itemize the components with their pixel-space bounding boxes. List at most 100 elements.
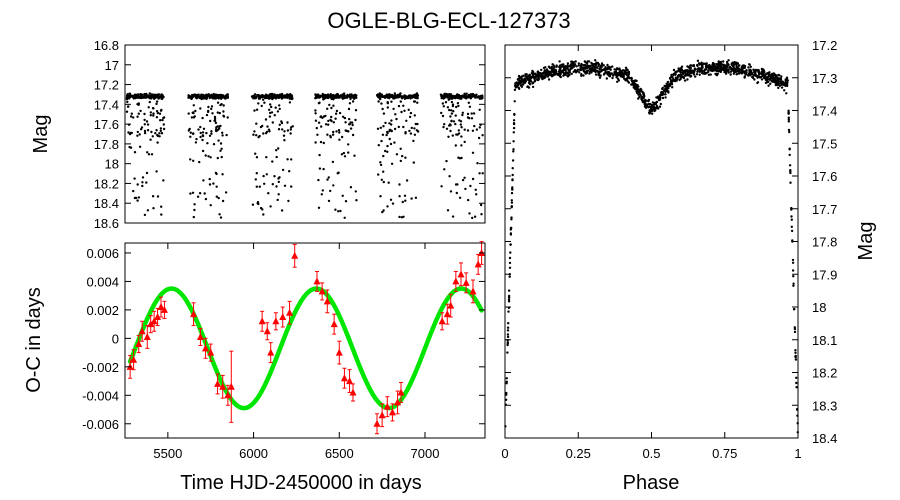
lightcurve-point [220,147,223,150]
phased-point [570,65,573,68]
lightcurve-point [386,102,389,105]
lightcurve-point [403,109,406,113]
lightcurve-point [143,213,147,217]
lightcurve-point [143,131,147,135]
lightcurve-point [286,158,289,161]
lightcurve-point [210,132,213,135]
lightcurve-point [152,114,155,117]
lightcurve-point [270,93,273,96]
oc-point [202,337,210,359]
lightcurve-y-tick-label: 17.6 [94,117,119,132]
oc-x-axis-label: Time HJD-2450000 in days [180,472,422,494]
lightcurve-point [399,94,402,98]
lightcurve-point [468,105,472,109]
oc-point [373,413,381,435]
phased-point [642,93,645,97]
lightcurve-point [341,194,344,197]
phased-point [514,84,517,87]
phased-point [594,73,598,76]
lightcurve-point [205,131,208,135]
lightcurve-point [337,129,341,132]
phased-point [594,70,597,74]
phased-point [509,227,513,230]
lightcurve-point [195,137,198,141]
lightcurve-point [129,115,133,118]
phased-point [670,75,673,79]
oc-point [286,300,294,325]
lightcurve-point [159,129,162,133]
lightcurve-point [468,117,471,120]
lightcurve-point [189,158,192,161]
lightcurve-point [340,135,344,139]
oc-point [462,272,470,294]
lightcurve-point [198,192,202,195]
phased-point [787,118,790,121]
lightcurve-point [160,213,163,216]
phased-point [784,84,787,88]
phased-point [688,72,692,75]
phased-point [667,91,670,94]
lightcurve-point [380,178,383,181]
oc-point [346,369,354,393]
phased-point [613,68,616,71]
phased-point [567,68,570,71]
oc-x-tick-label: 7000 [411,446,440,461]
phased-point [516,78,520,81]
lightcurve-point [288,97,291,100]
phased-point [784,79,787,83]
lightcurve-point [275,149,278,152]
lightcurve-point [351,133,355,137]
lightcurve-point [314,109,317,112]
lightcurve-point [255,134,258,137]
lightcurve-point [206,142,209,145]
phased-point [748,72,751,75]
phased-point [726,63,729,66]
lightcurve-point [458,95,461,99]
lightcurve-point [191,191,195,194]
phased-point [650,108,653,111]
lightcurve-point [454,114,457,117]
lightcurve-point [192,215,195,219]
phased-point [542,75,545,79]
phased-point [512,122,516,125]
lightcurve-y-tick-label: 17.2 [94,78,119,93]
phased-point [622,75,625,78]
lightcurve-point [322,98,325,101]
phased-point [537,71,540,74]
phased-point [789,169,792,172]
lightcurve-point [148,100,151,104]
lightcurve-point [152,107,155,110]
lightcurve-point [276,110,280,113]
lightcurve-point [162,116,165,120]
phased-point [752,74,755,77]
lightcurve-point [137,196,141,199]
phased-point [757,70,760,74]
phased-point [660,91,663,94]
lightcurve-point [347,130,350,133]
phased-point [531,82,534,85]
phased-point [509,233,513,236]
lightcurve-point [470,117,474,120]
lightcurve-point [278,176,281,179]
lightcurve-point [139,109,142,113]
lightcurve-point [379,163,383,167]
phased-point [529,80,533,83]
lightcurve-point [138,145,142,148]
lightcurve-point [162,179,165,182]
oc-point [388,403,396,422]
lightcurve-point [472,112,476,115]
lightcurve-point [201,134,205,138]
phased-point [701,66,704,69]
lightcurve-point [440,185,443,188]
phased-point [790,229,794,233]
phased-y-tick-label: 17.6 [812,169,837,184]
phased-point [511,188,514,191]
phased-point [761,69,764,72]
phased-point [688,69,691,72]
lightcurve-point [334,112,338,115]
phased-point [715,62,719,66]
lightcurve-point [255,156,259,159]
lightcurve-point [353,154,356,157]
lightcurve-point [288,170,291,173]
phased-point [523,81,527,85]
